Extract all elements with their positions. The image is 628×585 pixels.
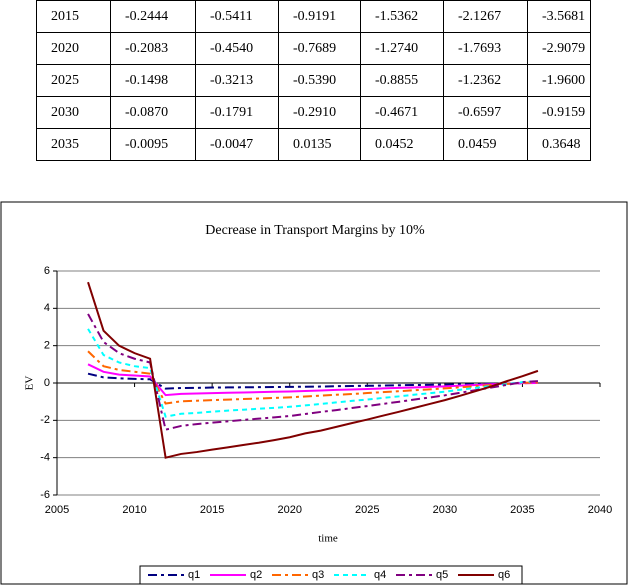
y-tick-label: 4	[44, 302, 50, 314]
series-line	[87, 313, 539, 431]
series-line	[87, 350, 538, 405]
table-cell: -0.0047	[195, 128, 279, 161]
table-cell: -3.5681	[527, 0, 591, 33]
table-row: 2030 -0.0870 -0.1791 -0.2910 -0.4671 -0.6597-…	[36, 96, 591, 129]
table-row: 2015 -0.2444 -0.5411 -0.9191 -1.5362 -2.1267-…	[36, 0, 591, 33]
legend-label: q6	[498, 569, 510, 581]
table-cell: -0.4671	[360, 96, 444, 129]
legend-label: q1	[188, 569, 200, 581]
x-tick-label: 2010	[122, 504, 146, 516]
series-line	[87, 281, 539, 459]
x-tick-label: 2030	[433, 504, 457, 516]
x-tick-label: 2025	[355, 504, 379, 516]
y-tick-label: 6	[44, 265, 50, 277]
legend-label: q4	[374, 569, 386, 581]
y-axis-label: EV	[24, 376, 36, 391]
table-cell: -0.9191	[278, 0, 361, 33]
x-tick-label: 2020	[277, 504, 301, 516]
x-axis-label: time	[318, 533, 338, 545]
table-cell: -1.2740	[360, 32, 444, 65]
x-tick-label: 2005	[45, 504, 69, 516]
table-row: 2035 -0.0095 -0.0047 0.0135 0.0452 0.0459 0.36…	[36, 128, 591, 161]
table-row: 2025 -0.1498 -0.3213 -0.5390 -0.8855 -1.2362-…	[36, 64, 591, 97]
x-tick-label: 2015	[200, 504, 224, 516]
legend-label: q5	[436, 569, 448, 581]
x-tick-label: 2035	[510, 504, 534, 516]
series-line	[87, 372, 538, 390]
x-tick-label: 2040	[588, 504, 612, 516]
table-cell: -0.1498	[110, 64, 196, 97]
table-cell: -0.9159	[527, 96, 591, 129]
series-line	[87, 363, 538, 397]
y-tick-label: 0	[44, 377, 50, 389]
data-table: 2015 -0.2444 -0.5411 -0.9191 -1.5362 -2.1267-…	[36, 0, 591, 161]
chart-frame	[0, 201, 628, 585]
table-cell: -1.9600	[527, 64, 591, 97]
series-line	[87, 328, 539, 418]
table-cell: 2020	[36, 32, 111, 65]
legend-box	[139, 565, 523, 585]
table-cell: -0.0095	[110, 128, 196, 161]
legend-label: q2	[250, 569, 262, 581]
table-cell: 0.0459	[443, 128, 528, 161]
chart-title: Decrease in Transport Margins by 10%	[205, 223, 425, 238]
table-cell: -2.9079	[527, 32, 591, 65]
table-cell: 0.0452	[360, 128, 444, 161]
table-cell: 2035	[36, 128, 111, 161]
table-cell: 2015	[36, 0, 111, 33]
legend-label: q3	[312, 569, 324, 581]
y-tick-label: 2	[44, 340, 50, 352]
table-cell: -0.4540	[195, 32, 279, 65]
y-tick-label: -4	[40, 452, 50, 464]
table-cell: -0.7689	[278, 32, 361, 65]
table-cell: -1.2362	[443, 64, 528, 97]
table-cell: -0.2444	[110, 0, 196, 33]
table-cell: -0.6597	[443, 96, 528, 129]
y-tick-label: -2	[40, 414, 50, 426]
table-cell: 2025	[36, 64, 111, 97]
y-tick-label: -6	[40, 489, 50, 501]
table-row: 2020 -0.2083 -0.4540 -0.7689 -1.2740 -1.7693-…	[36, 32, 591, 65]
table-cell: 0.3648	[527, 128, 591, 161]
table-cell: -0.3213	[195, 64, 279, 97]
table-cell: -0.2910	[278, 96, 361, 129]
table-cell: -0.2083	[110, 32, 196, 65]
